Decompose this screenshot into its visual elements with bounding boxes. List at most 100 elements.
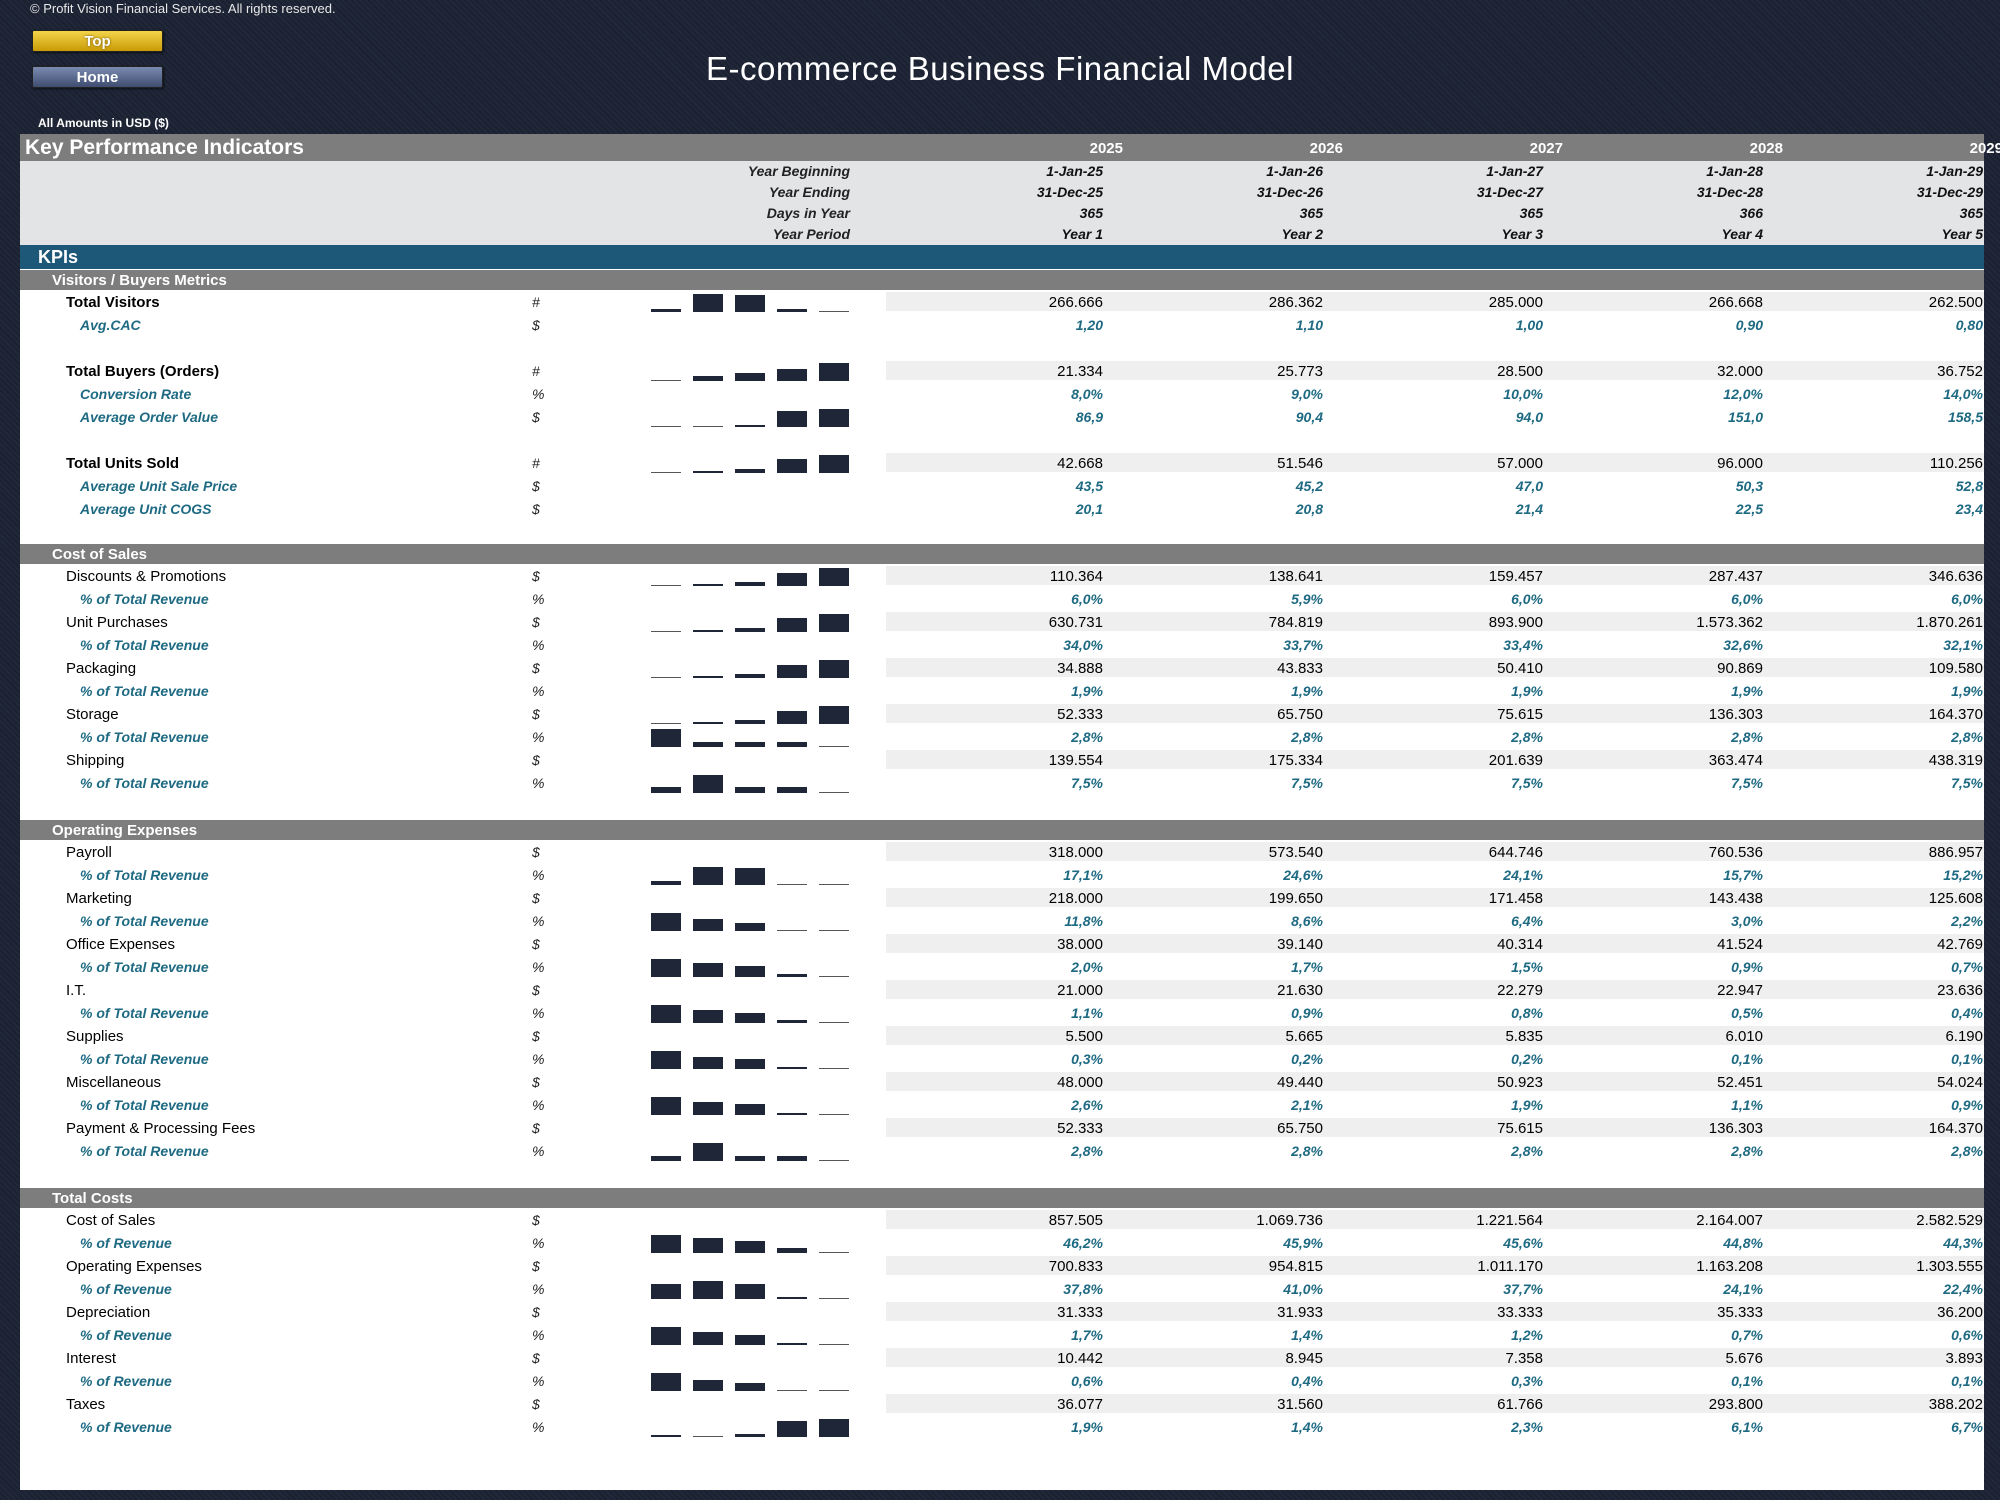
sparkline <box>651 1002 851 1023</box>
sparkline-bar <box>819 614 849 632</box>
top-button[interactable]: Top <box>32 30 163 52</box>
sparkline-bar <box>819 455 849 473</box>
section-title: Visitors / Buyers Metrics <box>52 272 227 289</box>
cell-value: 48.000 <box>1057 1074 1103 1091</box>
cell-value: 0,9% <box>1731 959 1763 975</box>
cell-value: 6,1% <box>1731 1419 1763 1435</box>
cell-value: 61.766 <box>1497 1396 1543 1413</box>
cell-value: 21.000 <box>1057 982 1103 999</box>
sparkline <box>651 657 851 678</box>
sparkline-bar <box>777 369 807 381</box>
cell-value: 23,4 <box>1955 501 1983 517</box>
sparkline-bar <box>819 1068 849 1069</box>
cell-value: 11,8% <box>1064 913 1103 929</box>
cell-value: 262.500 <box>1928 294 1983 311</box>
cell-value: 138.641 <box>1268 568 1323 585</box>
cell-value: 159.457 <box>1488 568 1543 585</box>
cell-value: 50.923 <box>1497 1074 1543 1091</box>
table-row: Discounts & Promotions $110.364 138.641 159… <box>20 565 1984 586</box>
row-label: Marketing <box>66 890 132 907</box>
table-row: % of Revenue% 46,2% 45,9% 45,6% 44,8% 44,3% <box>20 1232 1984 1253</box>
unit-label: % <box>532 913 545 929</box>
unit-label: $ <box>532 1212 540 1228</box>
period-value: 31-Dec-25 <box>1036 184 1103 200</box>
row-label: Average Unit Sale Price <box>80 478 238 494</box>
cell-value: 5.665 <box>1285 1028 1323 1045</box>
sparkline-bar <box>651 309 681 312</box>
cell-value: 3,0% <box>1731 913 1763 929</box>
unit-label: $ <box>532 982 540 998</box>
table-row: % of Total Revenue% 2,0% 1,7% 1,5% 0,9% 0,7% <box>20 956 1984 977</box>
table-row: % of Total Revenue% 2,6% 2,1% 1,9% 1,1% 0,9% <box>20 1094 1984 1115</box>
period-value: 365 <box>1519 205 1543 221</box>
cell-value: 75.615 <box>1497 1120 1543 1137</box>
row-label: % of Total Revenue <box>80 959 209 975</box>
sparkline-bar <box>735 295 765 312</box>
cell-value: 5.500 <box>1065 1028 1103 1045</box>
cell-value: 1,9% <box>1951 683 1983 699</box>
sparkline <box>651 1324 851 1345</box>
cell-value: 318.000 <box>1048 844 1103 861</box>
home-button[interactable]: Home <box>32 66 163 88</box>
table-row: Packaging $34.888 43.833 50.410 90.869 109.58… <box>20 657 1984 678</box>
cell-value: 2,1% <box>1291 1097 1323 1113</box>
row-label: Total Units Sold <box>66 455 180 472</box>
cell-value: 47,0 <box>1515 478 1543 494</box>
cell-value: 293.800 <box>1708 1396 1763 1413</box>
cell-value: 35.333 <box>1717 1304 1763 1321</box>
sparkline-bar <box>693 919 723 931</box>
cell-value: 266.666 <box>1048 294 1103 311</box>
cell-value: 784.819 <box>1268 614 1323 631</box>
cell-value: 0,6% <box>1951 1327 1983 1343</box>
year-header: 2028 <box>1749 140 1783 157</box>
cell-value: 438.319 <box>1928 752 1983 769</box>
cell-value: 0,7% <box>1731 1327 1763 1343</box>
cell-value: 49.440 <box>1277 1074 1323 1091</box>
cell-value: 109.580 <box>1928 660 1983 677</box>
unit-label: $ <box>532 568 540 584</box>
sparkline-bar <box>693 471 723 473</box>
sparkline-bar <box>777 711 807 724</box>
sparkline-bar <box>819 660 849 678</box>
kpi-title: Key Performance Indicators <box>25 136 304 159</box>
cell-value: 42.668 <box>1057 455 1103 472</box>
cell-value: 2,8% <box>1511 729 1543 745</box>
period-value: Year 4 <box>1721 226 1763 242</box>
table-row: % of Revenue% 1,7% 1,4% 1,2% 0,7% 0,6% <box>20 1324 1984 1345</box>
cell-value: 0,7% <box>1951 959 1983 975</box>
section-title: Cost of Sales <box>52 546 148 563</box>
sparkline-bar <box>693 1143 723 1161</box>
row-shading <box>886 1256 1984 1275</box>
cell-value: 21.630 <box>1277 982 1323 999</box>
row-label: Operating Expenses <box>66 1258 202 1275</box>
row-label: Miscellaneous <box>66 1074 162 1091</box>
unit-label: % <box>532 1051 545 1067</box>
sparkline-bar <box>693 867 723 885</box>
sparkline-bar <box>651 380 681 381</box>
cell-value: 199.650 <box>1268 890 1323 907</box>
row-shading <box>886 1210 1984 1229</box>
table-row: % of Revenue% 37,8% 41,0% 37,7% 24,1% 22,4% <box>20 1278 1984 1299</box>
cell-value: 90.869 <box>1717 660 1763 677</box>
cell-value: 3.893 <box>1945 1350 1983 1367</box>
unit-label: $ <box>532 478 540 494</box>
table-row: Payroll $318.000 573.540 644.746 760.536 886.… <box>20 841 1984 862</box>
sparkline-bar <box>735 923 765 931</box>
sparkline <box>651 910 851 931</box>
unit-label: $ <box>532 752 540 768</box>
period-value: 1-Jan-29 <box>1926 163 1983 179</box>
sparkline-bar <box>819 1252 849 1253</box>
cell-value: 0,1% <box>1951 1051 1983 1067</box>
sparkline-bar <box>735 1059 765 1069</box>
unit-label: $ <box>532 409 540 425</box>
row-label: % of Total Revenue <box>80 1005 209 1021</box>
period-value: 365 <box>1079 205 1103 221</box>
table-row: Total Units Sold #42.668 51.546 57.000 96.00… <box>20 452 1984 473</box>
cell-value: 20,8 <box>1295 501 1323 517</box>
table-row: Average Unit COGS $20,1 20,8 21,4 22,5 23,4 <box>20 498 1984 519</box>
sparkline-bar <box>735 720 765 724</box>
unit-label: $ <box>532 501 540 517</box>
cell-value: 886.957 <box>1928 844 1983 861</box>
cell-value: 1,9% <box>1511 683 1543 699</box>
row-shading <box>886 453 1984 472</box>
